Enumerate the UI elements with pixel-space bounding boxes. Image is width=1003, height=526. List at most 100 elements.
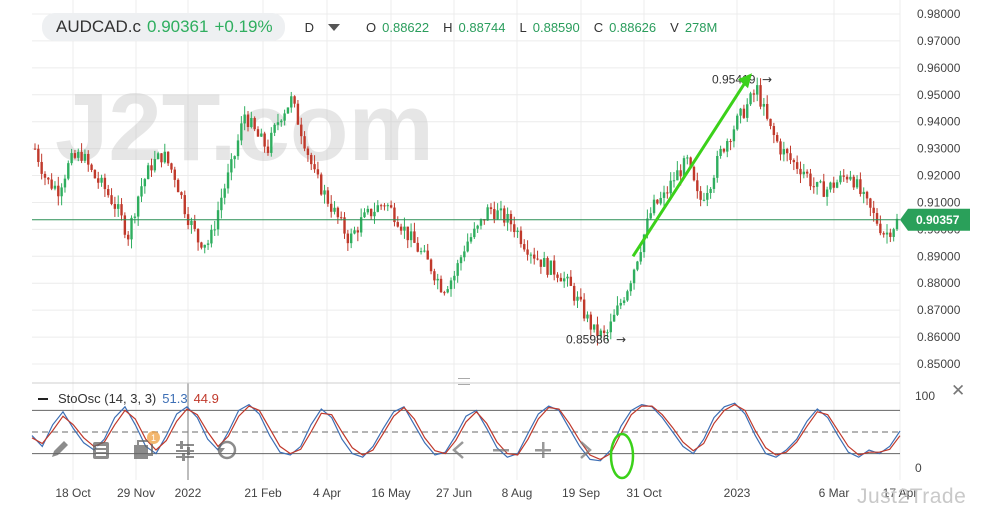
candle-body bbox=[506, 213, 509, 223]
candle-body bbox=[429, 259, 433, 272]
candle-body bbox=[696, 180, 699, 192]
candle-body bbox=[596, 324, 599, 337]
candle-body bbox=[822, 181, 825, 197]
candle-body bbox=[153, 159, 157, 171]
candle-body bbox=[356, 230, 360, 233]
low-annotation: 0.85986 bbox=[566, 332, 610, 346]
candle-body bbox=[83, 153, 87, 161]
collapse-icon[interactable] bbox=[38, 397, 48, 400]
osc-series-d bbox=[31, 403, 901, 461]
candle-body bbox=[539, 259, 543, 267]
ohlc-readout: O 0.88622 H 0.88744 L 0.88590 C 0.88626 V 278… bbox=[366, 20, 725, 35]
candle-body bbox=[359, 217, 363, 233]
high-label: H bbox=[443, 19, 453, 35]
d-value: 44.9 bbox=[193, 391, 219, 406]
price-tick-label: 0.98000 bbox=[917, 7, 961, 21]
candle-body bbox=[493, 209, 496, 220]
candle-body bbox=[433, 271, 436, 281]
candle-body bbox=[795, 162, 799, 169]
time-tick-label: 31 Oct bbox=[626, 486, 662, 500]
candle-body bbox=[679, 170, 682, 177]
candle-body bbox=[579, 296, 583, 300]
candle-body bbox=[37, 148, 40, 162]
chevron-down-icon[interactable] bbox=[328, 23, 340, 31]
plus-icon[interactable] bbox=[530, 437, 556, 463]
candle-body bbox=[706, 192, 709, 200]
candle-body bbox=[546, 258, 549, 275]
candle-body bbox=[206, 243, 210, 245]
candle-body bbox=[709, 188, 712, 193]
price-tick-label: 0.86000 bbox=[917, 330, 961, 344]
candle-body bbox=[599, 330, 602, 337]
candle-body bbox=[200, 242, 203, 248]
price-tick-label: 0.87000 bbox=[917, 303, 961, 317]
price-tick-label: 0.92000 bbox=[917, 169, 961, 183]
timeframe-selector[interactable]: D bbox=[304, 19, 314, 35]
candle-body bbox=[290, 96, 293, 108]
candle-body bbox=[57, 185, 60, 197]
candle-body bbox=[389, 205, 393, 208]
candle-body bbox=[849, 176, 852, 180]
list-icon[interactable] bbox=[88, 437, 114, 463]
candle-body bbox=[50, 179, 53, 189]
candle-body bbox=[316, 169, 320, 175]
layers-icon[interactable]: 1 bbox=[130, 431, 160, 463]
candle-body bbox=[513, 224, 516, 233]
arrow-right-icon[interactable] bbox=[572, 437, 598, 463]
candle-body bbox=[333, 207, 336, 212]
arrow-left-icon[interactable] bbox=[446, 437, 472, 463]
candle-body bbox=[459, 257, 463, 264]
pencil-icon[interactable] bbox=[46, 437, 72, 463]
candle-body bbox=[456, 263, 459, 276]
low-value: 0.88590 bbox=[532, 19, 580, 35]
sliders-icon[interactable] bbox=[172, 437, 198, 463]
candle-body bbox=[226, 172, 230, 189]
reset-icon[interactable] bbox=[214, 437, 240, 463]
candle-body bbox=[113, 204, 117, 209]
candle-body bbox=[885, 232, 889, 235]
candle-body bbox=[366, 208, 370, 213]
candle-body bbox=[649, 213, 652, 219]
candle-body bbox=[419, 251, 423, 253]
candle-body bbox=[300, 124, 303, 137]
candle-body bbox=[123, 215, 127, 235]
candle-body bbox=[602, 330, 606, 334]
candles bbox=[33, 77, 899, 346]
candle-body bbox=[882, 233, 885, 235]
chart-toolbar: 1 bbox=[46, 431, 598, 463]
candle-body bbox=[529, 254, 533, 256]
candle-body bbox=[742, 108, 746, 118]
candle-body bbox=[87, 153, 90, 165]
candle-body bbox=[666, 192, 669, 194]
candle-body bbox=[586, 314, 589, 319]
candle-body bbox=[662, 192, 666, 198]
candle-body bbox=[77, 151, 80, 158]
current-price-label: 0.90357 bbox=[916, 213, 960, 227]
candle-body bbox=[646, 218, 649, 235]
candle-body bbox=[260, 133, 263, 137]
close-indicator-icon[interactable]: ✕ bbox=[951, 381, 966, 400]
candle-body bbox=[636, 261, 639, 270]
candle-body bbox=[166, 151, 170, 164]
candle-body bbox=[719, 148, 722, 156]
candle-body bbox=[150, 165, 153, 171]
candle-body bbox=[572, 285, 576, 301]
candle-body bbox=[825, 189, 829, 197]
candle-body bbox=[53, 185, 57, 189]
candle-body bbox=[612, 314, 616, 322]
high-value: 0.88744 bbox=[458, 19, 506, 35]
panel-resize-handle[interactable] bbox=[458, 378, 470, 385]
candle-body bbox=[466, 241, 469, 252]
time-tick-label: 27 Jun bbox=[436, 486, 472, 500]
candle-body bbox=[509, 213, 513, 225]
candle-body bbox=[73, 153, 77, 158]
time-tick-label: 21 Feb bbox=[244, 486, 282, 500]
candle-body bbox=[343, 217, 346, 234]
candle-body bbox=[802, 171, 806, 175]
symbol-pill[interactable]: AUDCAD.c 0.90361 +0.19% bbox=[42, 13, 285, 41]
candle-body bbox=[552, 260, 556, 275]
candle-body bbox=[210, 229, 213, 244]
candle-body bbox=[33, 148, 37, 150]
minus-icon[interactable] bbox=[488, 437, 514, 463]
